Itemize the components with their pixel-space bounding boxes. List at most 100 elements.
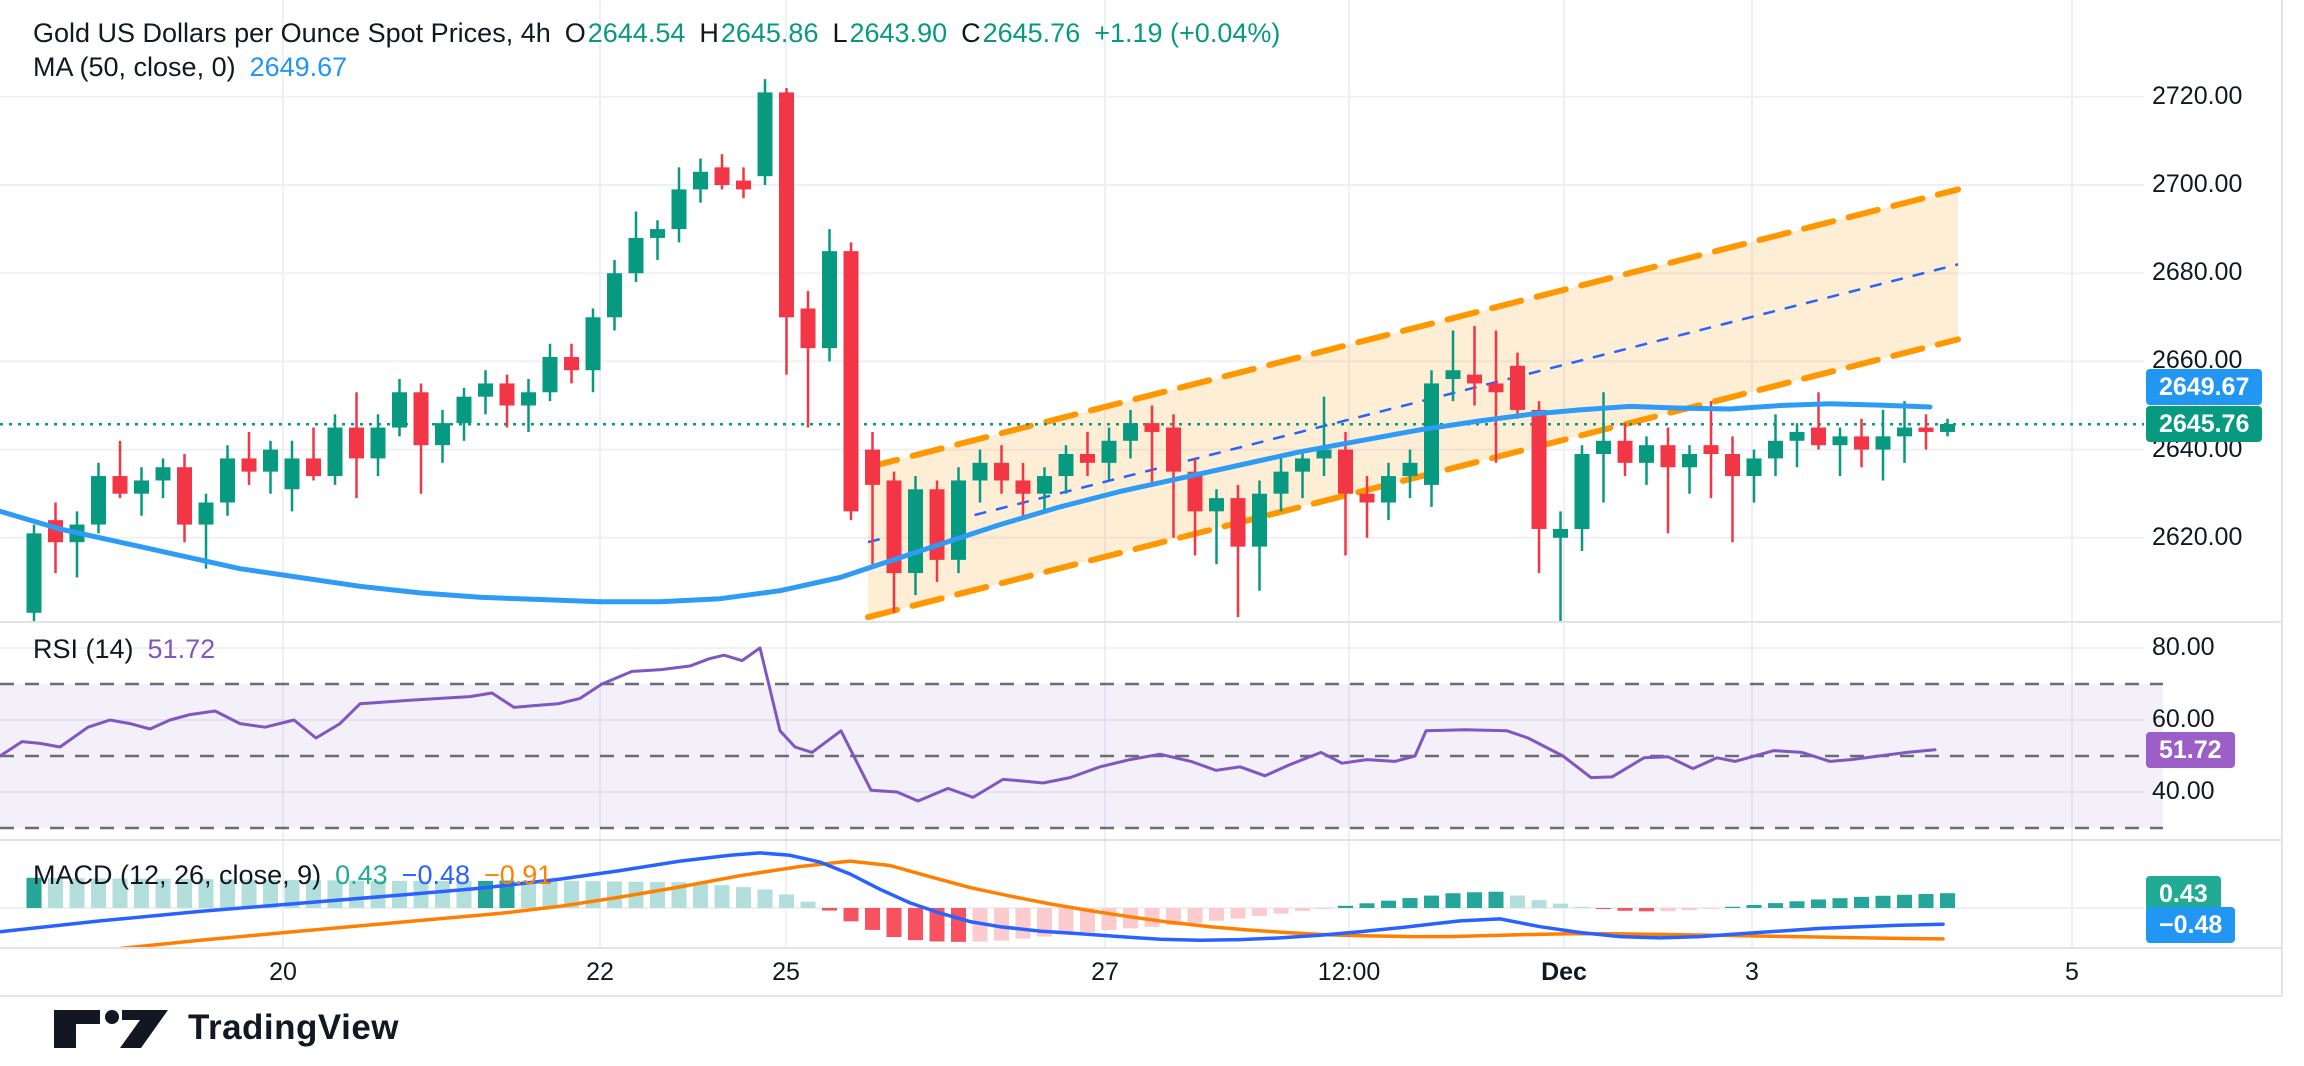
candle[interactable] [478, 383, 493, 397]
candle[interactable] [327, 427, 343, 477]
candle[interactable] [1832, 436, 1848, 446]
candle[interactable] [1252, 493, 1267, 547]
candle[interactable] [499, 383, 515, 406]
candle[interactable] [1209, 498, 1224, 512]
candle[interactable] [757, 92, 773, 177]
candle[interactable] [1639, 445, 1654, 463]
candle[interactable] [693, 171, 708, 190]
symbol-legend[interactable]: Gold US Dollars per Ounce Spot Prices, 4… [33, 18, 1280, 49]
candle[interactable] [1273, 471, 1289, 494]
candle[interactable] [1875, 436, 1891, 450]
candle[interactable] [177, 467, 192, 525]
macd-pane[interactable] [0, 851, 1955, 963]
pane-separators[interactable] [0, 0, 2283, 997]
candle[interactable] [628, 237, 644, 274]
main-price-pane[interactable] [0, 79, 2144, 626]
candle[interactable] [1596, 440, 1611, 455]
candle[interactable] [435, 423, 450, 446]
candle[interactable] [1123, 423, 1138, 441]
candle[interactable] [1295, 458, 1310, 472]
candle[interactable] [1402, 462, 1418, 477]
candle[interactable] [1703, 445, 1719, 455]
candle[interactable] [198, 502, 214, 525]
candle[interactable] [1746, 458, 1762, 477]
candle[interactable] [1617, 440, 1633, 463]
candle[interactable] [822, 251, 837, 349]
candlesticks[interactable] [26, 79, 1956, 626]
candle[interactable] [1897, 427, 1912, 437]
candle[interactable] [1725, 454, 1740, 477]
candle[interactable] [1015, 480, 1031, 494]
candle[interactable] [1660, 445, 1676, 468]
candle[interactable] [392, 392, 407, 428]
candle[interactable] [1445, 370, 1461, 380]
candle[interactable] [26, 533, 42, 613]
candle[interactable] [736, 180, 751, 190]
candle[interactable] [1037, 476, 1052, 494]
candle[interactable] [155, 467, 171, 481]
candle[interactable] [1811, 427, 1826, 446]
candle[interactable] [650, 229, 665, 238]
candle[interactable] [908, 489, 923, 574]
candle[interactable] [521, 392, 536, 406]
candle[interactable] [1058, 454, 1074, 477]
candle[interactable] [951, 480, 966, 560]
candle[interactable] [1510, 365, 1525, 410]
candle[interactable] [1768, 440, 1783, 459]
candle[interactable] [1682, 454, 1697, 468]
candle[interactable] [1574, 454, 1590, 529]
candle[interactable] [456, 396, 472, 424]
candle[interactable] [843, 251, 859, 512]
candle[interactable] [714, 167, 730, 185]
candle[interactable] [220, 458, 235, 503]
candle[interactable] [994, 462, 1009, 481]
candle[interactable] [779, 92, 794, 318]
candle[interactable] [1144, 423, 1160, 432]
candle[interactable] [1488, 383, 1504, 393]
candle[interactable] [263, 449, 278, 472]
candle[interactable] [1187, 471, 1203, 512]
candle[interactable] [134, 480, 149, 494]
candle[interactable] [1381, 476, 1396, 503]
candle[interactable] [865, 449, 880, 485]
candle[interactable] [1338, 449, 1353, 494]
rsi-pane[interactable] [0, 646, 2163, 830]
candle[interactable] [1467, 374, 1482, 384]
macd-histogram-bar [929, 908, 945, 942]
candle[interactable] [972, 462, 988, 481]
candle[interactable] [91, 476, 106, 525]
candle[interactable] [1316, 449, 1332, 459]
candle[interactable] [564, 356, 579, 371]
candle[interactable] [1553, 528, 1568, 538]
candle[interactable] [1940, 424, 1955, 432]
candle[interactable] [1918, 427, 1934, 432]
tradingview-branding[interactable]: TradingView [52, 1006, 399, 1050]
candle[interactable] [284, 458, 300, 490]
candle[interactable] [1080, 454, 1095, 463]
candle[interactable] [112, 476, 128, 494]
candle[interactable] [1166, 427, 1181, 472]
candle[interactable] [1531, 409, 1547, 529]
candle[interactable] [607, 273, 622, 318]
candle[interactable] [370, 427, 386, 459]
candle[interactable] [413, 392, 429, 446]
candle[interactable] [1424, 383, 1439, 485]
candle[interactable] [886, 480, 902, 574]
candle[interactable] [1230, 498, 1246, 547]
candle[interactable] [1101, 440, 1117, 463]
candle[interactable] [800, 308, 816, 349]
candle[interactable] [542, 356, 558, 393]
candle[interactable] [671, 189, 687, 230]
rsi-legend[interactable]: RSI (14) 51.72 [33, 634, 215, 665]
candle[interactable] [306, 458, 321, 477]
candle[interactable] [1359, 493, 1375, 503]
candle[interactable] [349, 427, 364, 459]
candle[interactable] [1789, 431, 1805, 441]
macd-legend[interactable]: MACD (12, 26, close, 9) 0.43 −0.48 −0.91 [33, 860, 552, 891]
ma-legend[interactable]: MA (50, close, 0) 2649.67 [33, 52, 347, 83]
ascending-channel[interactable] [865, 186, 1961, 621]
candle[interactable] [585, 317, 601, 371]
candle[interactable] [1854, 436, 1869, 450]
candle[interactable] [241, 458, 257, 472]
